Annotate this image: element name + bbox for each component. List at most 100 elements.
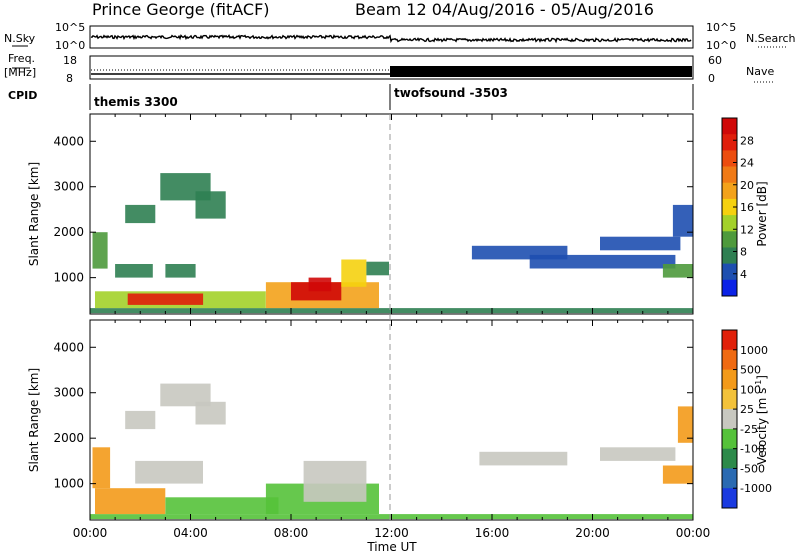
nsky-trace xyxy=(90,34,692,44)
data-region xyxy=(160,383,211,407)
data-region xyxy=(479,451,568,466)
x-tick-label: 04:00 xyxy=(173,526,208,540)
nsky-tick-top: 10^5 xyxy=(55,21,85,34)
velocity-x-ticks: 00:00 04:00 08:00 12:00 16:00 20:00 00:00 xyxy=(73,320,711,540)
nsearch-label: N.Search xyxy=(746,32,796,45)
velocity-panel: 1000 2000 3000 4000 00:00 04:00 08:00 12:00 16:… xyxy=(27,319,711,554)
velocity-y-ticks: 1000 2000 3000 4000 xyxy=(53,340,693,491)
colorbar-swatch xyxy=(722,468,737,489)
data-region xyxy=(165,264,196,278)
freq-label: Freq. xyxy=(8,52,35,65)
y-tick-label: 3000 xyxy=(53,386,84,400)
data-region xyxy=(95,488,166,515)
y-tick-label: 4000 xyxy=(53,134,84,148)
x-tick-label: 12:00 xyxy=(374,526,409,540)
data-region xyxy=(529,254,676,269)
colorbar-tick-label: 16 xyxy=(740,201,754,214)
colorbar-swatch xyxy=(722,488,737,509)
data-region xyxy=(127,293,204,305)
nave-block-twofsound xyxy=(390,66,692,77)
colorbar-tick-label: -100 xyxy=(740,443,765,456)
cpid-mode-1: themis 3300 xyxy=(94,95,178,109)
colorbar-tick-label: -25 xyxy=(740,423,758,436)
colorbar-swatch xyxy=(722,182,737,200)
nsky-panel xyxy=(89,25,694,49)
colorbar-tick-label: 12 xyxy=(740,223,754,236)
colorbar-swatch xyxy=(722,134,737,151)
freq-tick-bottom: 8 xyxy=(66,72,73,85)
colorbar-swatch xyxy=(722,150,737,168)
nave-label: Nave xyxy=(746,65,774,78)
colorbar-swatch xyxy=(722,448,737,469)
velocity-data-regions xyxy=(90,383,693,520)
colorbar-swatch xyxy=(722,389,737,410)
data-region xyxy=(366,261,389,276)
freq-unit: [MHz] xyxy=(4,66,36,79)
data-region xyxy=(341,259,367,287)
data-region xyxy=(92,447,111,489)
colorbar-tick-label: 1000 xyxy=(740,344,768,357)
colorbar-swatch xyxy=(722,428,737,450)
nsky-right-tick-bottom: 10^0 xyxy=(706,39,736,52)
nsky-label: N.Sky xyxy=(4,32,36,45)
colorbar-swatch xyxy=(722,349,737,371)
colorbar-tick-label: 8 xyxy=(740,246,747,259)
data-region xyxy=(662,465,693,484)
power-panel: 1000 2000 3000 4000 Slant Range [km] xyxy=(27,113,694,315)
power-ylabel: Slant Range [km] xyxy=(27,162,41,266)
x-tick-label: 00:00 xyxy=(676,526,711,540)
power-cbar-label: Power [dB] xyxy=(755,181,769,246)
beam-title: Beam 12 04/Aug/2016 - 05/Aug/2016 xyxy=(355,0,654,19)
colorbar-swatch xyxy=(722,409,737,430)
y-tick-label: 1000 xyxy=(53,477,84,491)
colorbar-swatch xyxy=(722,198,737,216)
power-data-regions xyxy=(90,173,693,314)
colorbar-swatch xyxy=(722,279,737,297)
colorbar-swatch xyxy=(722,369,737,390)
power-y-ticks: 1000 2000 3000 4000 xyxy=(53,134,693,285)
data-region xyxy=(135,460,203,484)
x-tick-label: 20:00 xyxy=(575,526,610,540)
x-tick-label: 08:00 xyxy=(274,526,309,540)
data-region xyxy=(195,191,226,219)
velocity-colorbar: 1000 500 100 25 -25 -100 -500 -1000 xyxy=(721,329,772,509)
colorbar-tick-label: 100 xyxy=(740,383,761,396)
data-region xyxy=(677,406,693,443)
nave-tick-top: 60 xyxy=(708,54,722,67)
y-tick-label: 3000 xyxy=(53,180,84,194)
data-region xyxy=(600,236,681,251)
colorbar-swatch xyxy=(722,118,737,135)
power-x-ticks xyxy=(89,114,694,314)
x-tick-label: 16:00 xyxy=(475,526,510,540)
freq-panel xyxy=(89,55,694,80)
colorbar-tick-label: 28 xyxy=(740,134,754,147)
colorbar-frame xyxy=(721,329,738,509)
data-region xyxy=(165,497,279,515)
y-tick-label: 1000 xyxy=(53,271,84,285)
nave-tick-bottom: 0 xyxy=(708,72,715,85)
cpid-label: CPID xyxy=(8,89,37,102)
nsky-tick-bottom: 10^0 xyxy=(55,39,85,52)
data-region xyxy=(308,277,332,292)
data-region xyxy=(92,232,108,269)
colorbar-tick-label: 25 xyxy=(740,403,754,416)
x-tick-label: 00:00 xyxy=(73,526,108,540)
velocity-ylabel: Slant Range [km] xyxy=(27,368,41,472)
data-region xyxy=(303,460,367,502)
data-region xyxy=(115,264,153,278)
nsky-right-tick-top: 10^5 xyxy=(706,21,736,34)
data-region xyxy=(672,204,693,237)
velocity-frame xyxy=(89,319,694,521)
colorbar-tick-label: 20 xyxy=(740,179,754,192)
x-axis-label: Time UT xyxy=(366,540,417,554)
colorbar-swatch xyxy=(722,166,737,184)
data-region xyxy=(125,410,156,430)
colorbar-tick-label: 500 xyxy=(740,364,761,377)
data-region xyxy=(662,264,693,278)
y-tick-label: 4000 xyxy=(53,340,84,354)
colorbar-swatch xyxy=(722,247,737,265)
y-tick-label: 2000 xyxy=(53,225,84,239)
data-region xyxy=(195,401,226,425)
station-title: Prince George (fitACF) xyxy=(92,0,270,19)
